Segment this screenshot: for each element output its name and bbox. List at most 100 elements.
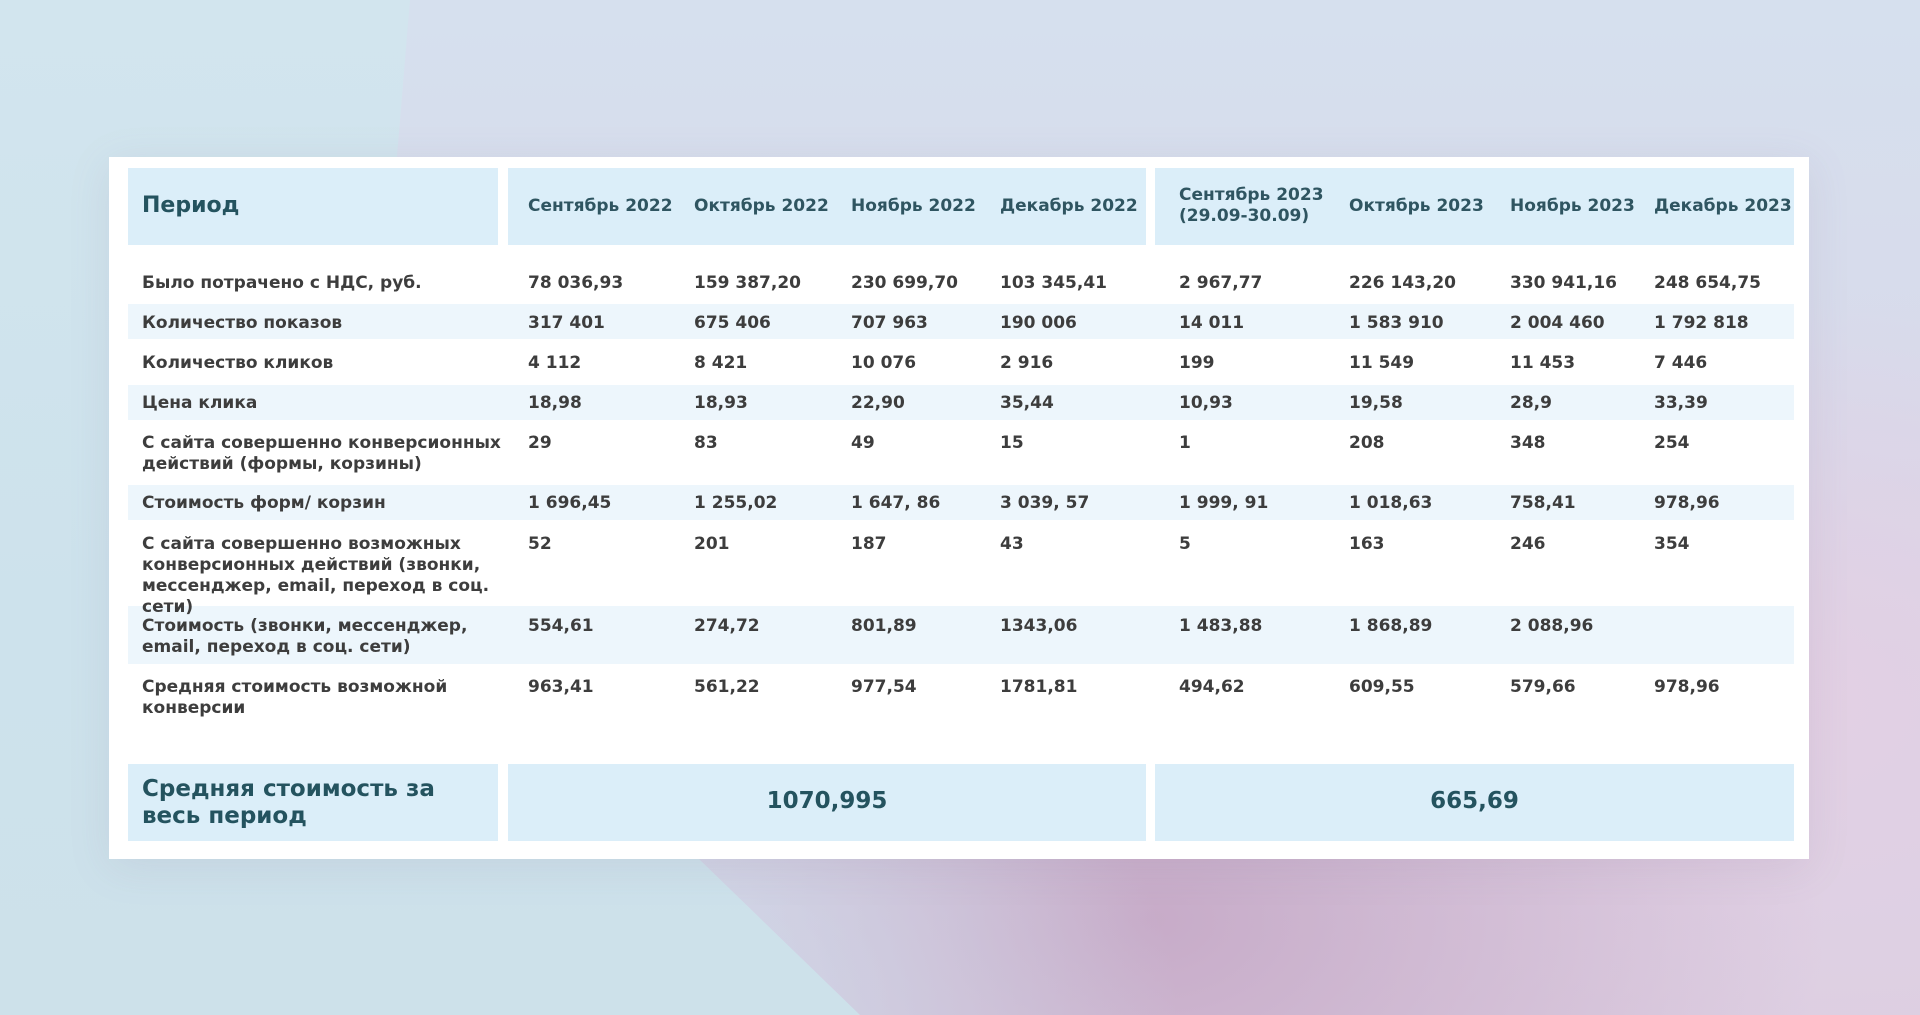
table-cell: 348 <box>1510 433 1546 453</box>
table-cell: 52 <box>528 534 552 554</box>
table-cell: 2 967,77 <box>1179 273 1263 293</box>
table-cell: 579,66 <box>1510 677 1576 697</box>
row-stripe-click-price <box>128 385 1794 420</box>
table-cell: 201 <box>694 534 730 554</box>
table-cell: 14 011 <box>1179 313 1245 333</box>
table-cell: 208 <box>1349 433 1385 453</box>
table-cell: 15 <box>1000 433 1024 453</box>
table-cell: 163 <box>1349 534 1385 554</box>
table-cell: 83 <box>694 433 718 453</box>
table-cell: 28,9 <box>1510 393 1552 413</box>
total-label: Средняя стоимость за весь период <box>142 776 435 829</box>
table-cell: 561,22 <box>694 677 760 697</box>
row-label: Стоимость (звонки, мессенджер, email, пе… <box>142 616 468 657</box>
table-cell: 19,58 <box>1349 393 1403 413</box>
table-cell: 230 699,70 <box>851 273 959 293</box>
table-cell: 1343,06 <box>1000 616 1078 636</box>
report-table-card: Период Сентябрь 2022 Октябрь 2022 Ноябрь… <box>109 157 1809 859</box>
table-cell: 10,93 <box>1179 393 1233 413</box>
month-header: Декабрь 2023 <box>1654 196 1792 216</box>
row-label: С сайта совершенно конверсионных действи… <box>142 433 501 474</box>
table-cell: 103 345,41 <box>1000 273 1108 293</box>
month-header: Сентябрь 2022 <box>528 196 673 216</box>
header-2022-cell <box>508 168 1146 245</box>
table-cell: 707 963 <box>851 313 928 333</box>
table-cell: 2 088,96 <box>1510 616 1594 636</box>
table-cell: 10 076 <box>851 353 917 373</box>
period-header: Период <box>142 193 240 218</box>
table-cell: 1 255,02 <box>694 493 778 513</box>
table-cell: 801,89 <box>851 616 917 636</box>
table-cell: 2 004 460 <box>1510 313 1605 333</box>
table-cell: 11 549 <box>1349 353 1415 373</box>
table-cell: 4 112 <box>528 353 582 373</box>
table-cell: 317 401 <box>528 313 605 333</box>
table-cell: 494,62 <box>1179 677 1245 697</box>
month-header: Ноябрь 2022 <box>851 196 976 216</box>
table-cell: 49 <box>851 433 875 453</box>
table-cell: 1 483,88 <box>1179 616 1263 636</box>
table-cell: 8 421 <box>694 353 748 373</box>
month-header: Декабрь 2022 <box>1000 196 1138 216</box>
row-label: Было потрачено с НДС, руб. <box>142 273 422 293</box>
header-period-cell <box>128 168 498 245</box>
table-cell: 1 647, 86 <box>851 493 941 513</box>
total-2023-cell <box>1155 764 1794 841</box>
table-cell: 554,61 <box>528 616 594 636</box>
row-stripe-contact-cost <box>128 606 1794 664</box>
table-cell: 43 <box>1000 534 1024 554</box>
table-cell: 354 <box>1654 534 1690 554</box>
table-cell: 159 387,20 <box>694 273 802 293</box>
table-cell: 78 036,93 <box>528 273 624 293</box>
table-cell: 254 <box>1654 433 1690 453</box>
row-label: Количество кликов <box>142 353 334 373</box>
table-cell: 5 <box>1179 534 1191 554</box>
table-cell: 18,93 <box>694 393 748 413</box>
table-cell: 1 792 818 <box>1654 313 1749 333</box>
total-2022-cell <box>508 764 1146 841</box>
table-cell: 11 453 <box>1510 353 1576 373</box>
table-cell: 7 446 <box>1654 353 1708 373</box>
table-cell: 1 583 910 <box>1349 313 1444 333</box>
month-header: Октябрь 2022 <box>694 196 829 216</box>
table-cell: 1 <box>1179 433 1191 453</box>
table-cell: 199 <box>1179 353 1215 373</box>
table-cell: 18,98 <box>528 393 582 413</box>
table-cell: 609,55 <box>1349 677 1415 697</box>
table-cell: 977,54 <box>851 677 917 697</box>
table-cell: 226 143,20 <box>1349 273 1457 293</box>
total-label-cell <box>128 764 498 841</box>
table-cell: 1 018,63 <box>1349 493 1433 513</box>
table-cell: 675 406 <box>694 313 771 333</box>
row-stripe-form-cost <box>128 485 1794 520</box>
month-header: Октябрь 2023 <box>1349 196 1484 216</box>
table-cell: 978,96 <box>1654 677 1720 697</box>
table-cell: 758,41 <box>1510 493 1576 513</box>
table-cell: 1 696,45 <box>528 493 612 513</box>
table-cell: 190 006 <box>1000 313 1077 333</box>
table-cell: 274,72 <box>694 616 760 636</box>
table-cell: 187 <box>851 534 887 554</box>
table-cell: 1 999, 91 <box>1179 493 1269 513</box>
table-cell: 35,44 <box>1000 393 1054 413</box>
row-label: Стоимость форм/ корзин <box>142 493 386 513</box>
table-cell: 33,39 <box>1654 393 1708 413</box>
table-cell: 963,41 <box>528 677 594 697</box>
month-header: Ноябрь 2023 <box>1510 196 1635 216</box>
table-cell: 1781,81 <box>1000 677 1078 697</box>
row-label: С сайта совершенно возможных конверсионн… <box>142 534 490 617</box>
table-cell: 22,90 <box>851 393 905 413</box>
table-cell: 1 868,89 <box>1349 616 1433 636</box>
table-cell: 330 941,16 <box>1510 273 1618 293</box>
row-label: Цена клика <box>142 393 258 413</box>
row-label: Средняя стоимость возможной конверсии <box>142 677 448 718</box>
table-cell: 246 <box>1510 534 1546 554</box>
table-cell: 29 <box>528 433 552 453</box>
row-stripe-impressions <box>128 304 1794 339</box>
total-value-2022: 1070,995 <box>766 788 888 814</box>
table-cell: 248 654,75 <box>1654 273 1762 293</box>
month-header: Сентябрь 2023 (29.09-30.09) <box>1179 185 1324 226</box>
table-cell: 978,96 <box>1654 493 1720 513</box>
table-cell: 3 039, 57 <box>1000 493 1090 513</box>
row-label: Количество показов <box>142 313 343 333</box>
